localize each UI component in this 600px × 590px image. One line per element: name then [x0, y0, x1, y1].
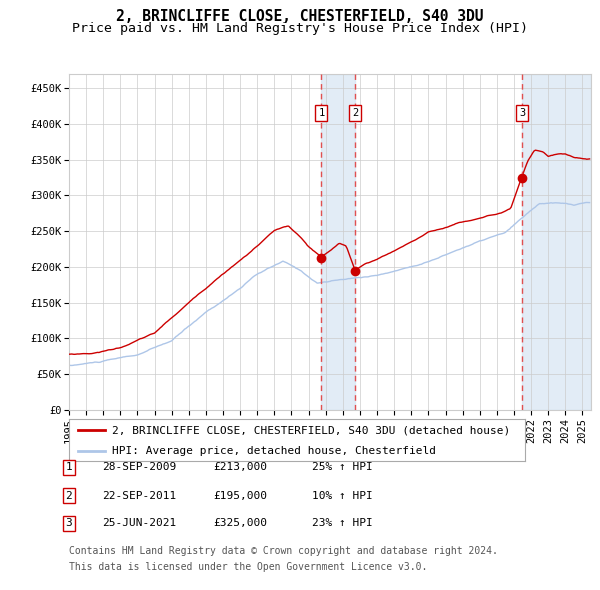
Text: 25% ↑ HPI: 25% ↑ HPI	[312, 463, 373, 472]
Text: £195,000: £195,000	[213, 491, 267, 500]
Text: 28-SEP-2009: 28-SEP-2009	[102, 463, 176, 472]
Text: 2, BRINCLIFFE CLOSE, CHESTERFIELD, S40 3DU: 2, BRINCLIFFE CLOSE, CHESTERFIELD, S40 3…	[116, 9, 484, 24]
Text: 3: 3	[519, 108, 526, 118]
Text: 22-SEP-2011: 22-SEP-2011	[102, 491, 176, 500]
Text: £213,000: £213,000	[213, 463, 267, 472]
Text: 23% ↑ HPI: 23% ↑ HPI	[312, 519, 373, 528]
Text: 3: 3	[65, 519, 73, 528]
Text: 2: 2	[65, 491, 73, 500]
Text: £325,000: £325,000	[213, 519, 267, 528]
Text: Contains HM Land Registry data © Crown copyright and database right 2024.: Contains HM Land Registry data © Crown c…	[69, 546, 498, 556]
Text: 2: 2	[352, 108, 358, 118]
Text: 1: 1	[319, 108, 325, 118]
Bar	[322, 74, 355, 410]
Text: Price paid vs. HM Land Registry's House Price Index (HPI): Price paid vs. HM Land Registry's House …	[72, 22, 528, 35]
Text: This data is licensed under the Open Government Licence v3.0.: This data is licensed under the Open Gov…	[69, 562, 427, 572]
Bar	[522, 74, 591, 410]
Text: 25-JUN-2021: 25-JUN-2021	[102, 519, 176, 528]
Text: 1: 1	[65, 463, 73, 472]
Text: HPI: Average price, detached house, Chesterfield: HPI: Average price, detached house, Ches…	[112, 446, 436, 455]
Text: 10% ↑ HPI: 10% ↑ HPI	[312, 491, 373, 500]
Text: 2, BRINCLIFFE CLOSE, CHESTERFIELD, S40 3DU (detached house): 2, BRINCLIFFE CLOSE, CHESTERFIELD, S40 3…	[112, 425, 511, 435]
